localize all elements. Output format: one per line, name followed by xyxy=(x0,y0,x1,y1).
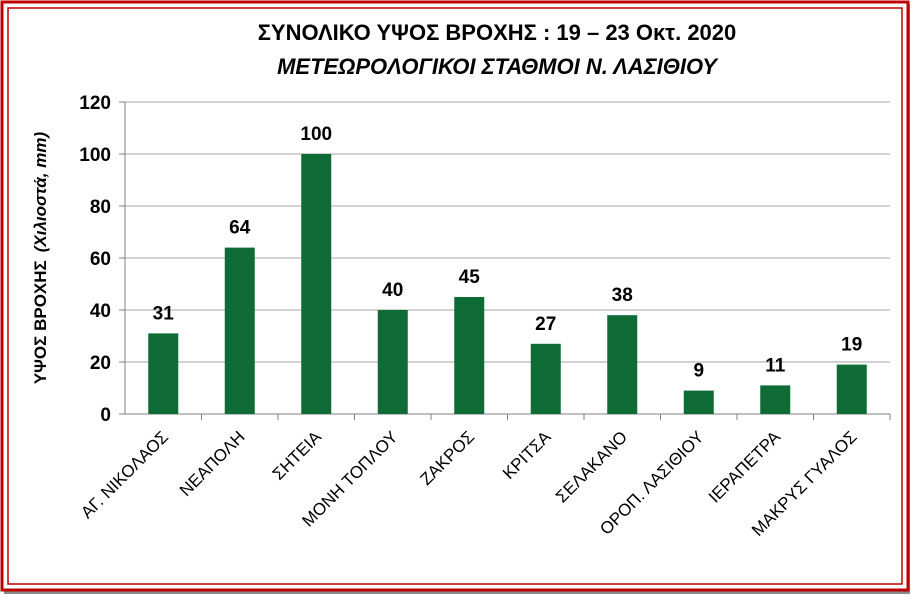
chart-title: ΣΥΝΟΛΙΚΟ ΥΨΟΣ ΒΡΟΧΗΣ : 19 – 23 Οκτ. 2020 xyxy=(258,20,737,45)
bar xyxy=(836,364,867,414)
bar xyxy=(530,343,561,414)
data-label: 27 xyxy=(535,314,556,335)
data-label: 38 xyxy=(612,285,633,306)
bar xyxy=(301,154,332,414)
y-axis-label-main: ΥΨΟΣ ΒΡΟΧΗΣ xyxy=(31,260,50,384)
bar xyxy=(148,333,179,414)
data-label: 64 xyxy=(229,218,251,239)
data-label: 31 xyxy=(153,303,175,324)
bar xyxy=(607,315,638,414)
bar xyxy=(224,247,255,414)
data-label: 9 xyxy=(693,361,704,382)
chart-subtitle: ΜΕΤΕΩΡΟΛΟΓΙΚΟΙ ΣΤΑΘΜΟΙ Ν. ΛΑΣΙΘΙΟΥ xyxy=(277,54,719,79)
data-label: 40 xyxy=(382,280,403,301)
frame-inner xyxy=(7,7,903,585)
y-tick-label: 120 xyxy=(79,93,111,114)
y-tick-label: 0 xyxy=(100,405,111,426)
bar xyxy=(454,297,485,414)
frame xyxy=(0,0,910,592)
y-tick-label: 40 xyxy=(90,301,111,322)
data-label: 45 xyxy=(459,267,481,288)
y-tick-label: 20 xyxy=(90,353,111,374)
bar xyxy=(377,310,408,414)
data-label: 100 xyxy=(300,124,332,145)
y-tick-label: 80 xyxy=(90,197,111,218)
y-tick-label: 60 xyxy=(90,249,111,270)
bar xyxy=(760,385,791,414)
y-tick-label: 100 xyxy=(79,145,111,166)
data-label: 19 xyxy=(841,335,862,356)
bar xyxy=(683,390,714,414)
y-axis-label: ΥΨΟΣ ΒΡΟΧΗΣ (Χιλιοστά, mm) xyxy=(31,132,50,385)
y-axis-label-unit: (Χιλιοστά, mm) xyxy=(31,132,50,253)
data-label: 11 xyxy=(765,355,786,376)
